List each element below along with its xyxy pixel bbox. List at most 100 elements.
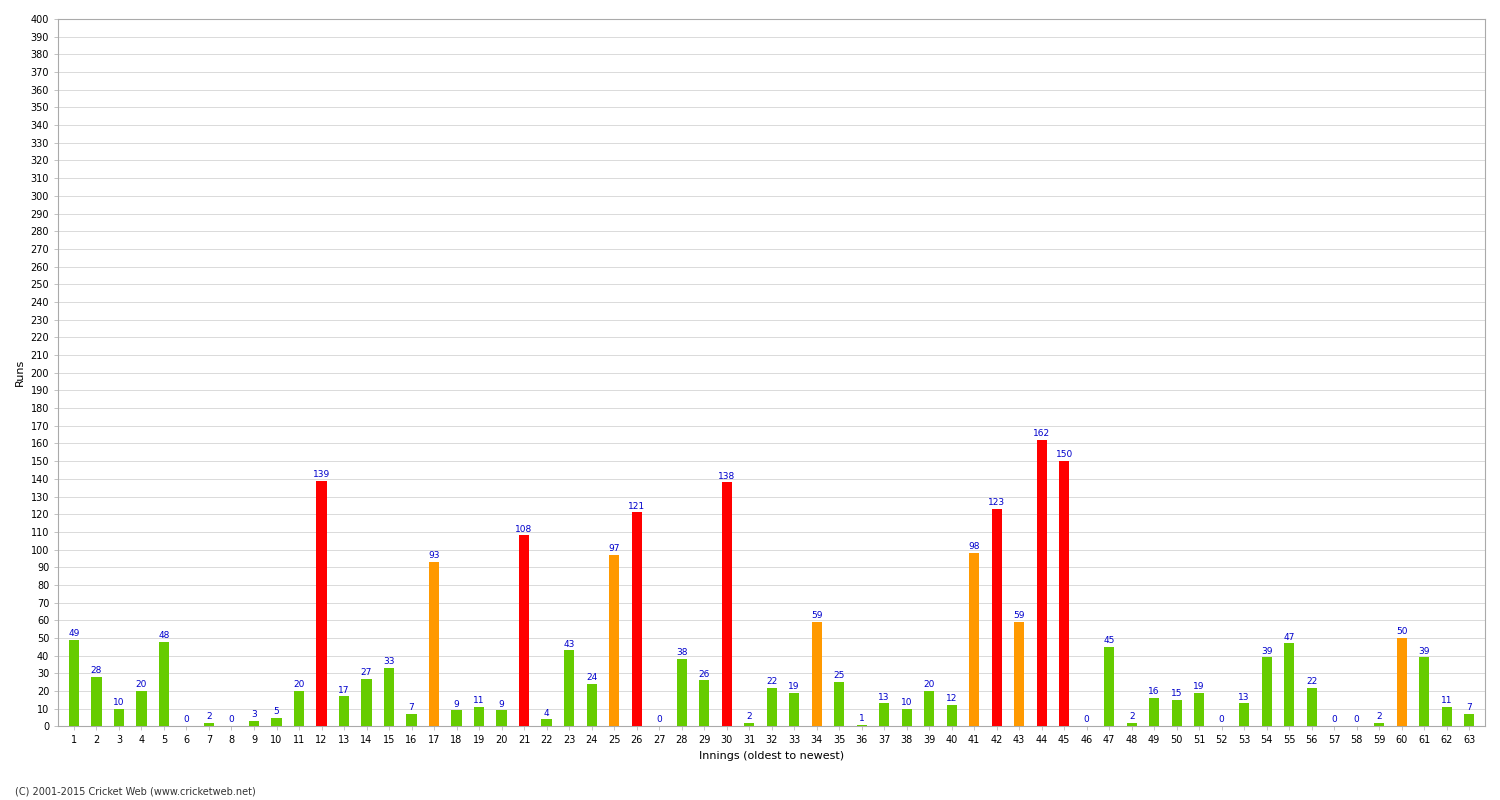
Text: 43: 43 [564,640,574,649]
Text: 9: 9 [498,700,504,709]
Bar [1306,687,1317,726]
Bar [1262,658,1272,726]
Bar [452,710,462,726]
Text: 20: 20 [294,680,304,690]
Bar [362,678,372,726]
Text: 20: 20 [924,680,934,690]
Text: 11: 11 [474,696,484,705]
Bar [1419,658,1430,726]
Text: 3: 3 [251,710,257,719]
Text: 26: 26 [699,670,709,678]
Text: 7: 7 [408,703,414,712]
Bar [632,513,642,726]
Bar [969,553,980,726]
Bar [1104,647,1114,726]
Text: 47: 47 [1284,633,1294,642]
Bar [1194,693,1204,726]
Text: 19: 19 [789,682,800,691]
Text: 50: 50 [1396,627,1407,636]
Bar [519,535,530,726]
Text: 4: 4 [543,709,549,718]
Text: 108: 108 [516,525,532,534]
Bar [744,723,754,726]
Bar [722,482,732,726]
Bar [1172,700,1182,726]
Text: 123: 123 [988,498,1005,507]
Bar [834,682,844,726]
Text: 139: 139 [314,470,330,479]
Text: 2: 2 [1130,712,1134,721]
Y-axis label: Runs: Runs [15,359,26,386]
Bar [294,691,304,726]
Text: 0: 0 [1220,714,1224,724]
Bar [1059,461,1070,726]
Bar [856,725,867,726]
Text: 10: 10 [902,698,912,707]
Text: 11: 11 [1442,696,1452,705]
Text: 16: 16 [1149,687,1160,696]
Text: 22: 22 [1306,677,1317,686]
Text: 5: 5 [273,707,279,716]
Text: 0: 0 [1084,714,1089,724]
Text: 150: 150 [1056,450,1072,459]
Bar [1036,440,1047,726]
Text: 15: 15 [1172,689,1182,698]
Bar [496,710,507,726]
Text: 25: 25 [834,671,844,681]
Bar [69,640,80,726]
Bar [564,650,574,726]
Bar [609,555,619,726]
Bar [159,642,170,726]
Text: 33: 33 [384,658,394,666]
Text: 2: 2 [1377,712,1382,721]
Bar [1396,638,1407,726]
Bar [1239,703,1250,726]
Bar [1126,723,1137,726]
Bar [1374,723,1384,726]
Bar [92,677,102,726]
Bar [114,709,125,726]
Bar [879,703,890,726]
Text: 121: 121 [628,502,645,510]
Text: 20: 20 [136,680,147,690]
Text: 48: 48 [159,630,170,640]
Bar [1442,707,1452,726]
Text: 10: 10 [112,698,125,707]
Bar [136,691,147,726]
Bar [924,691,934,726]
Text: 2: 2 [747,712,752,721]
Text: 19: 19 [1194,682,1204,691]
Text: 59: 59 [1014,611,1025,620]
Text: 98: 98 [969,542,980,551]
Text: 162: 162 [1034,429,1050,438]
Bar [474,707,484,726]
Text: (C) 2001-2015 Cricket Web (www.cricketweb.net): (C) 2001-2015 Cricket Web (www.cricketwe… [15,786,255,796]
Bar [699,681,709,726]
Text: 22: 22 [766,677,777,686]
Text: 1: 1 [858,714,864,723]
Bar [992,509,1002,726]
Bar [1149,698,1160,726]
Text: 28: 28 [92,666,102,675]
Text: 39: 39 [1419,646,1430,656]
Text: 0: 0 [183,714,189,724]
Bar [766,687,777,726]
Text: 0: 0 [228,714,234,724]
Text: 12: 12 [946,694,957,703]
Bar [384,668,394,726]
Bar [542,719,552,726]
Bar [204,723,214,726]
Bar [902,709,912,726]
Bar [676,659,687,726]
Text: 49: 49 [69,629,80,638]
Bar [1014,622,1025,726]
Text: 138: 138 [718,471,735,481]
Text: 13: 13 [879,693,890,702]
Bar [1464,714,1474,726]
Text: 7: 7 [1467,703,1472,712]
Text: 2: 2 [206,712,212,721]
Text: 45: 45 [1104,636,1114,645]
Bar [272,718,282,726]
Text: 24: 24 [586,674,597,682]
Text: 13: 13 [1239,693,1250,702]
